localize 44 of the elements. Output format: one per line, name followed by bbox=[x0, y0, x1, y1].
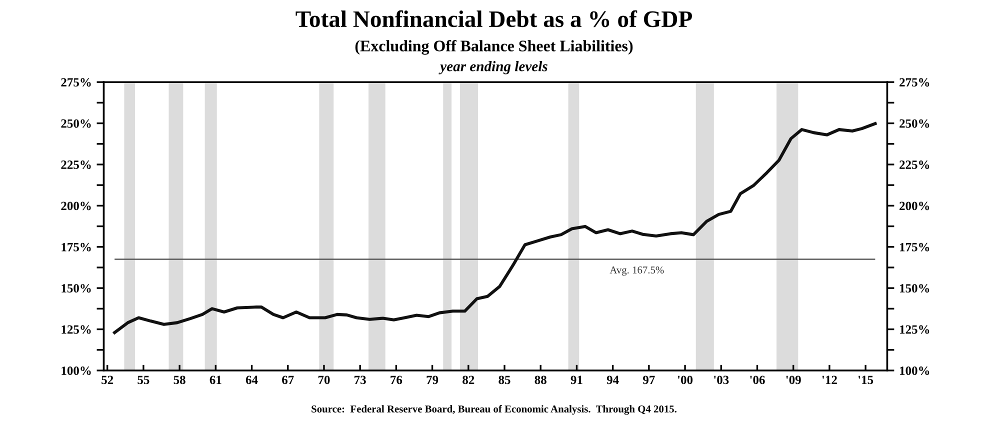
y-tick-label: 100% bbox=[62, 366, 91, 375]
y-tick-label: 275% bbox=[61, 78, 91, 87]
y2-tick-label: 175% bbox=[900, 242, 930, 252]
y-tick-label: 225% bbox=[61, 160, 91, 169]
x-tick-label: 97 bbox=[643, 376, 655, 384]
chart-subtitle: (Excluding Off Balance Sheet Liabilities) bbox=[355, 40, 633, 55]
x-tick-label: 70 bbox=[318, 376, 330, 384]
x-tick-label: 73 bbox=[354, 376, 366, 384]
x-tick-label: '03 bbox=[714, 376, 729, 384]
x-tick-label: 85 bbox=[498, 376, 510, 384]
x-tick-label: 61 bbox=[210, 376, 222, 384]
y2-tick-label: 150% bbox=[900, 284, 930, 293]
x-tick-label: 52 bbox=[102, 376, 114, 384]
y2-tick-label: 200% bbox=[900, 202, 930, 210]
x-tick-label: '15 bbox=[858, 376, 874, 384]
y2-tick-label: 250% bbox=[900, 119, 930, 128]
y-tick-label: 150% bbox=[62, 284, 91, 293]
y-tick-label: 200% bbox=[61, 202, 91, 210]
x-tick-label: '06 bbox=[750, 376, 765, 384]
y-tick-label: 250% bbox=[61, 119, 91, 128]
chart-title: Total Nonfinancial Debt as a % of GDP bbox=[296, 10, 692, 28]
x-tick-label: 55 bbox=[138, 376, 150, 384]
y-tick-label: 125% bbox=[62, 325, 91, 334]
ref-line-label: Avg. 167.5% bbox=[610, 266, 664, 276]
y2-tick-label: 100% bbox=[900, 366, 930, 375]
y2-tick-label: 125% bbox=[900, 325, 930, 334]
x-tick-label: 88 bbox=[534, 376, 546, 384]
x-tick-label: '00 bbox=[678, 376, 693, 384]
x-tick-label: 82 bbox=[462, 376, 474, 384]
x-tick-label: 67 bbox=[282, 376, 294, 384]
y2-tick-label: 225% bbox=[900, 160, 930, 169]
x-tick-label: 64 bbox=[246, 376, 258, 384]
x-tick-label: '12 bbox=[822, 376, 837, 384]
source-note: Source: Federal Reserve Board, Bureau of Economic Analysis. Through Q4 2015. bbox=[312, 405, 676, 415]
x-tick-label: 91 bbox=[570, 376, 582, 384]
text: year ending levels bbox=[438, 61, 548, 74]
x-tick-label: '09 bbox=[786, 376, 801, 384]
line-series bbox=[113, 122, 877, 334]
y-tick-label: 175% bbox=[62, 242, 91, 252]
x-tick-label: 94 bbox=[606, 376, 619, 384]
x-tick-label: 79 bbox=[426, 376, 438, 384]
x-tick-label: 76 bbox=[390, 376, 402, 384]
x-tick-label: 58 bbox=[174, 376, 186, 384]
y2-tick-label: 275% bbox=[900, 78, 930, 87]
